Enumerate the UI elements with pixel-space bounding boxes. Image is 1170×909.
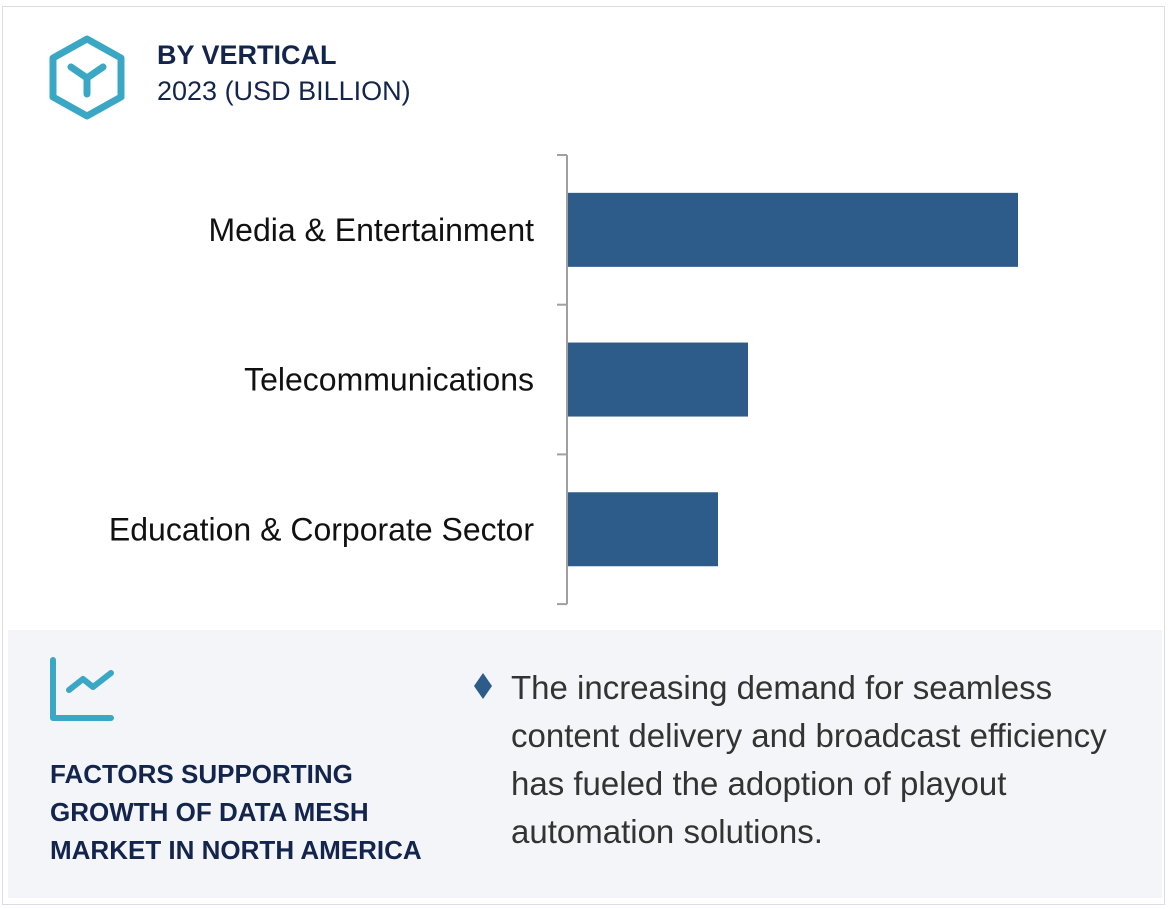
card-frame	[2, 6, 1165, 905]
bar-telecommunications	[568, 342, 748, 417]
trend-chart-icon	[50, 657, 114, 721]
factor-bullet-text: The increasing demand for seamless conte…	[511, 669, 1107, 850]
factors-panel	[8, 630, 1162, 898]
bar-chart: Media & Entertainment Telecommunications E…	[109, 154, 1018, 606]
category-label: Media & Entertainment	[209, 212, 535, 248]
hexagon-y-icon	[49, 35, 125, 120]
category-label: Education & Corporate Sector	[109, 511, 534, 547]
factors-heading: FACTORS SUPPORTING GROWTH OF DATA MESH M…	[50, 759, 422, 865]
bar-education-corporate-sector	[568, 492, 718, 567]
chart-title: BY VERTICAL	[157, 40, 337, 70]
bar-media-entertainment	[568, 192, 1018, 267]
chart-subtitle: 2023 (USD BILLION)	[157, 76, 411, 106]
category-label: Telecommunications	[244, 362, 534, 398]
diamond-bullet-icon	[474, 673, 492, 699]
